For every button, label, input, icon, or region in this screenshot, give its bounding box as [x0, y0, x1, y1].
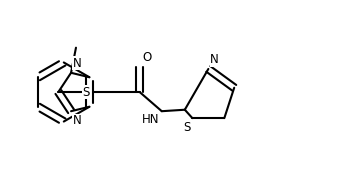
- Text: N: N: [73, 57, 82, 70]
- Text: N: N: [73, 114, 82, 127]
- Text: N: N: [210, 53, 219, 66]
- Text: HN: HN: [142, 113, 160, 126]
- Text: O: O: [143, 51, 152, 64]
- Text: S: S: [183, 121, 190, 134]
- Text: S: S: [83, 86, 90, 98]
